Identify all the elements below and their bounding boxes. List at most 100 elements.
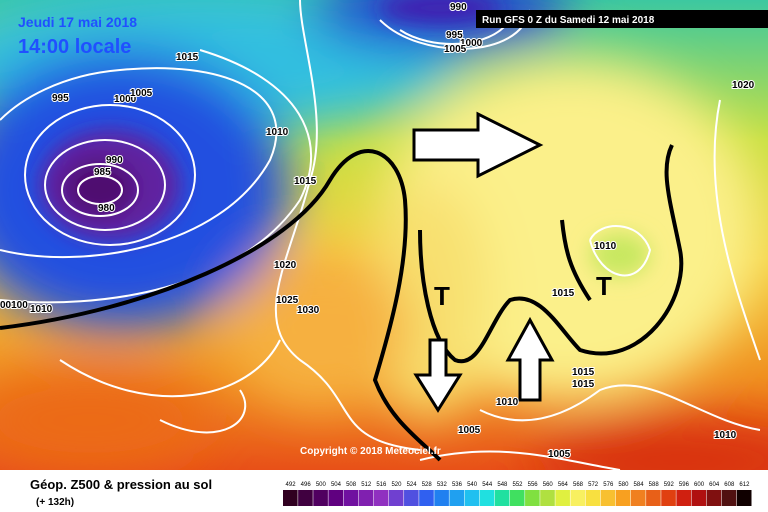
isobar-label: 985 (94, 167, 111, 178)
legend-tick: 560 (543, 482, 554, 488)
isobar-label: 1015 (572, 367, 595, 378)
run: Run GFS 0 Z du Samedi 12 mai 2018 (482, 15, 655, 26)
isobar-label: 1010 (496, 397, 519, 408)
legend-tick: 496 (301, 482, 312, 488)
isobar-label: 1020 (732, 80, 755, 91)
legend-tick: 520 (391, 482, 402, 488)
footer-lead: (+ 132h) (36, 497, 74, 508)
isobar-label: 1005 (444, 44, 467, 55)
legend-swatch (449, 490, 465, 506)
legend-swatch (283, 490, 298, 506)
legend-tick: 592 (664, 482, 675, 488)
legend-tick: 568 (573, 482, 584, 488)
legend-tick: 504 (331, 482, 342, 488)
legend-swatch (706, 490, 722, 506)
legend-swatch (434, 490, 449, 506)
legend-swatch (736, 490, 752, 506)
legend-tick: 536 (452, 482, 463, 488)
legend-tick: 556 (528, 482, 539, 488)
legend-tick: 512 (361, 482, 372, 488)
legend-swatch (479, 490, 495, 506)
legend-tick: 612 (739, 482, 750, 488)
legend-swatch (615, 490, 631, 506)
legend-swatch (388, 490, 404, 506)
legend-swatch (464, 490, 480, 506)
isobar-label: 1010 (714, 430, 737, 441)
legend-tick: 532 (437, 482, 448, 488)
legend-swatch (570, 490, 586, 506)
legend-tick: 524 (407, 482, 418, 488)
legend-swatch (555, 490, 570, 506)
legend-tick: 604 (709, 482, 720, 488)
legend-swatch (509, 490, 525, 506)
legend-swatch (676, 490, 691, 506)
isobar-label: 1010 (30, 304, 53, 315)
legend-swatch (328, 490, 344, 506)
legend-swatch (298, 490, 313, 506)
legend-swatch (721, 490, 737, 506)
legend-tick: 492 (286, 482, 297, 488)
isobar-label: 1030 (297, 305, 320, 316)
isobar-label: 980 (98, 203, 115, 214)
isobar-label: 1015 (572, 379, 595, 390)
footer-title: Géop. Z500 & pression au sol (30, 477, 212, 492)
isobar-label: 1020 (274, 260, 297, 271)
isobar-label: 1015 (552, 288, 575, 299)
trough-symbol: T (596, 271, 612, 301)
legend-tick: 548 (497, 482, 508, 488)
isobar-label: 1000 (114, 94, 137, 105)
legend-swatch (343, 490, 359, 506)
arrows (412, 111, 555, 413)
legend-tick: 544 (482, 482, 493, 488)
isobar-label: 1005 (130, 88, 153, 99)
legend-tick: 552 (512, 482, 523, 488)
legend-swatch (494, 490, 510, 506)
legend-tick: 528 (422, 482, 433, 488)
legend-swatch (404, 490, 419, 506)
legend-tick: 584 (634, 482, 645, 488)
legend-swatch (585, 490, 601, 506)
run-box (476, 10, 768, 28)
legend-tick: 508 (346, 482, 357, 488)
legend-swatch (373, 490, 389, 506)
legend-tick: 596 (679, 482, 690, 488)
isobar-label: 1005 (548, 449, 571, 460)
legend-swatch (525, 490, 540, 506)
legend-swatch (600, 490, 616, 506)
copyright: Copyright © 2018 Meteociel.fr (300, 446, 441, 457)
isobar-label: 990 (106, 155, 123, 166)
isobar-label: 990 (450, 2, 467, 13)
legend-swatch (540, 490, 555, 506)
isobar-label: 00100 (0, 300, 28, 311)
legend-swatch (358, 490, 374, 506)
legend-tick: 600 (694, 482, 705, 488)
field (0, 0, 768, 500)
legend-swatch (646, 490, 661, 506)
isobar-label: 1015 (176, 52, 199, 63)
legend-swatch (691, 490, 707, 506)
legend-tick: 540 (467, 482, 478, 488)
legend-tick: 576 (603, 482, 614, 488)
legend-tick: 572 (588, 482, 599, 488)
legend-tick: 500 (316, 482, 327, 488)
isobar-label: 995 (446, 30, 463, 41)
legend-tick: 516 (376, 482, 387, 488)
legend-tick: 580 (618, 482, 629, 488)
isobar-label: 995 (52, 93, 69, 104)
legend-tick: 608 (724, 482, 735, 488)
date: Jeudi 17 mai 2018 (18, 14, 137, 30)
isobar-label: 1000 (460, 38, 483, 49)
legend-swatch (630, 490, 646, 506)
legend-tick: 588 (649, 482, 660, 488)
isobar-label: 1010 (594, 241, 617, 252)
isobar-label: 1015 (294, 176, 317, 187)
legend-swatch (661, 490, 676, 506)
legend-tick: 564 (558, 482, 569, 488)
isobar-label: 1025 (276, 295, 299, 306)
isobar-label: 1010 (266, 127, 289, 138)
time: 14:00 locale (18, 36, 131, 58)
trough-symbol: T (434, 281, 450, 311)
isobar-label: 1005 (458, 425, 481, 436)
legend-swatch (313, 490, 328, 506)
